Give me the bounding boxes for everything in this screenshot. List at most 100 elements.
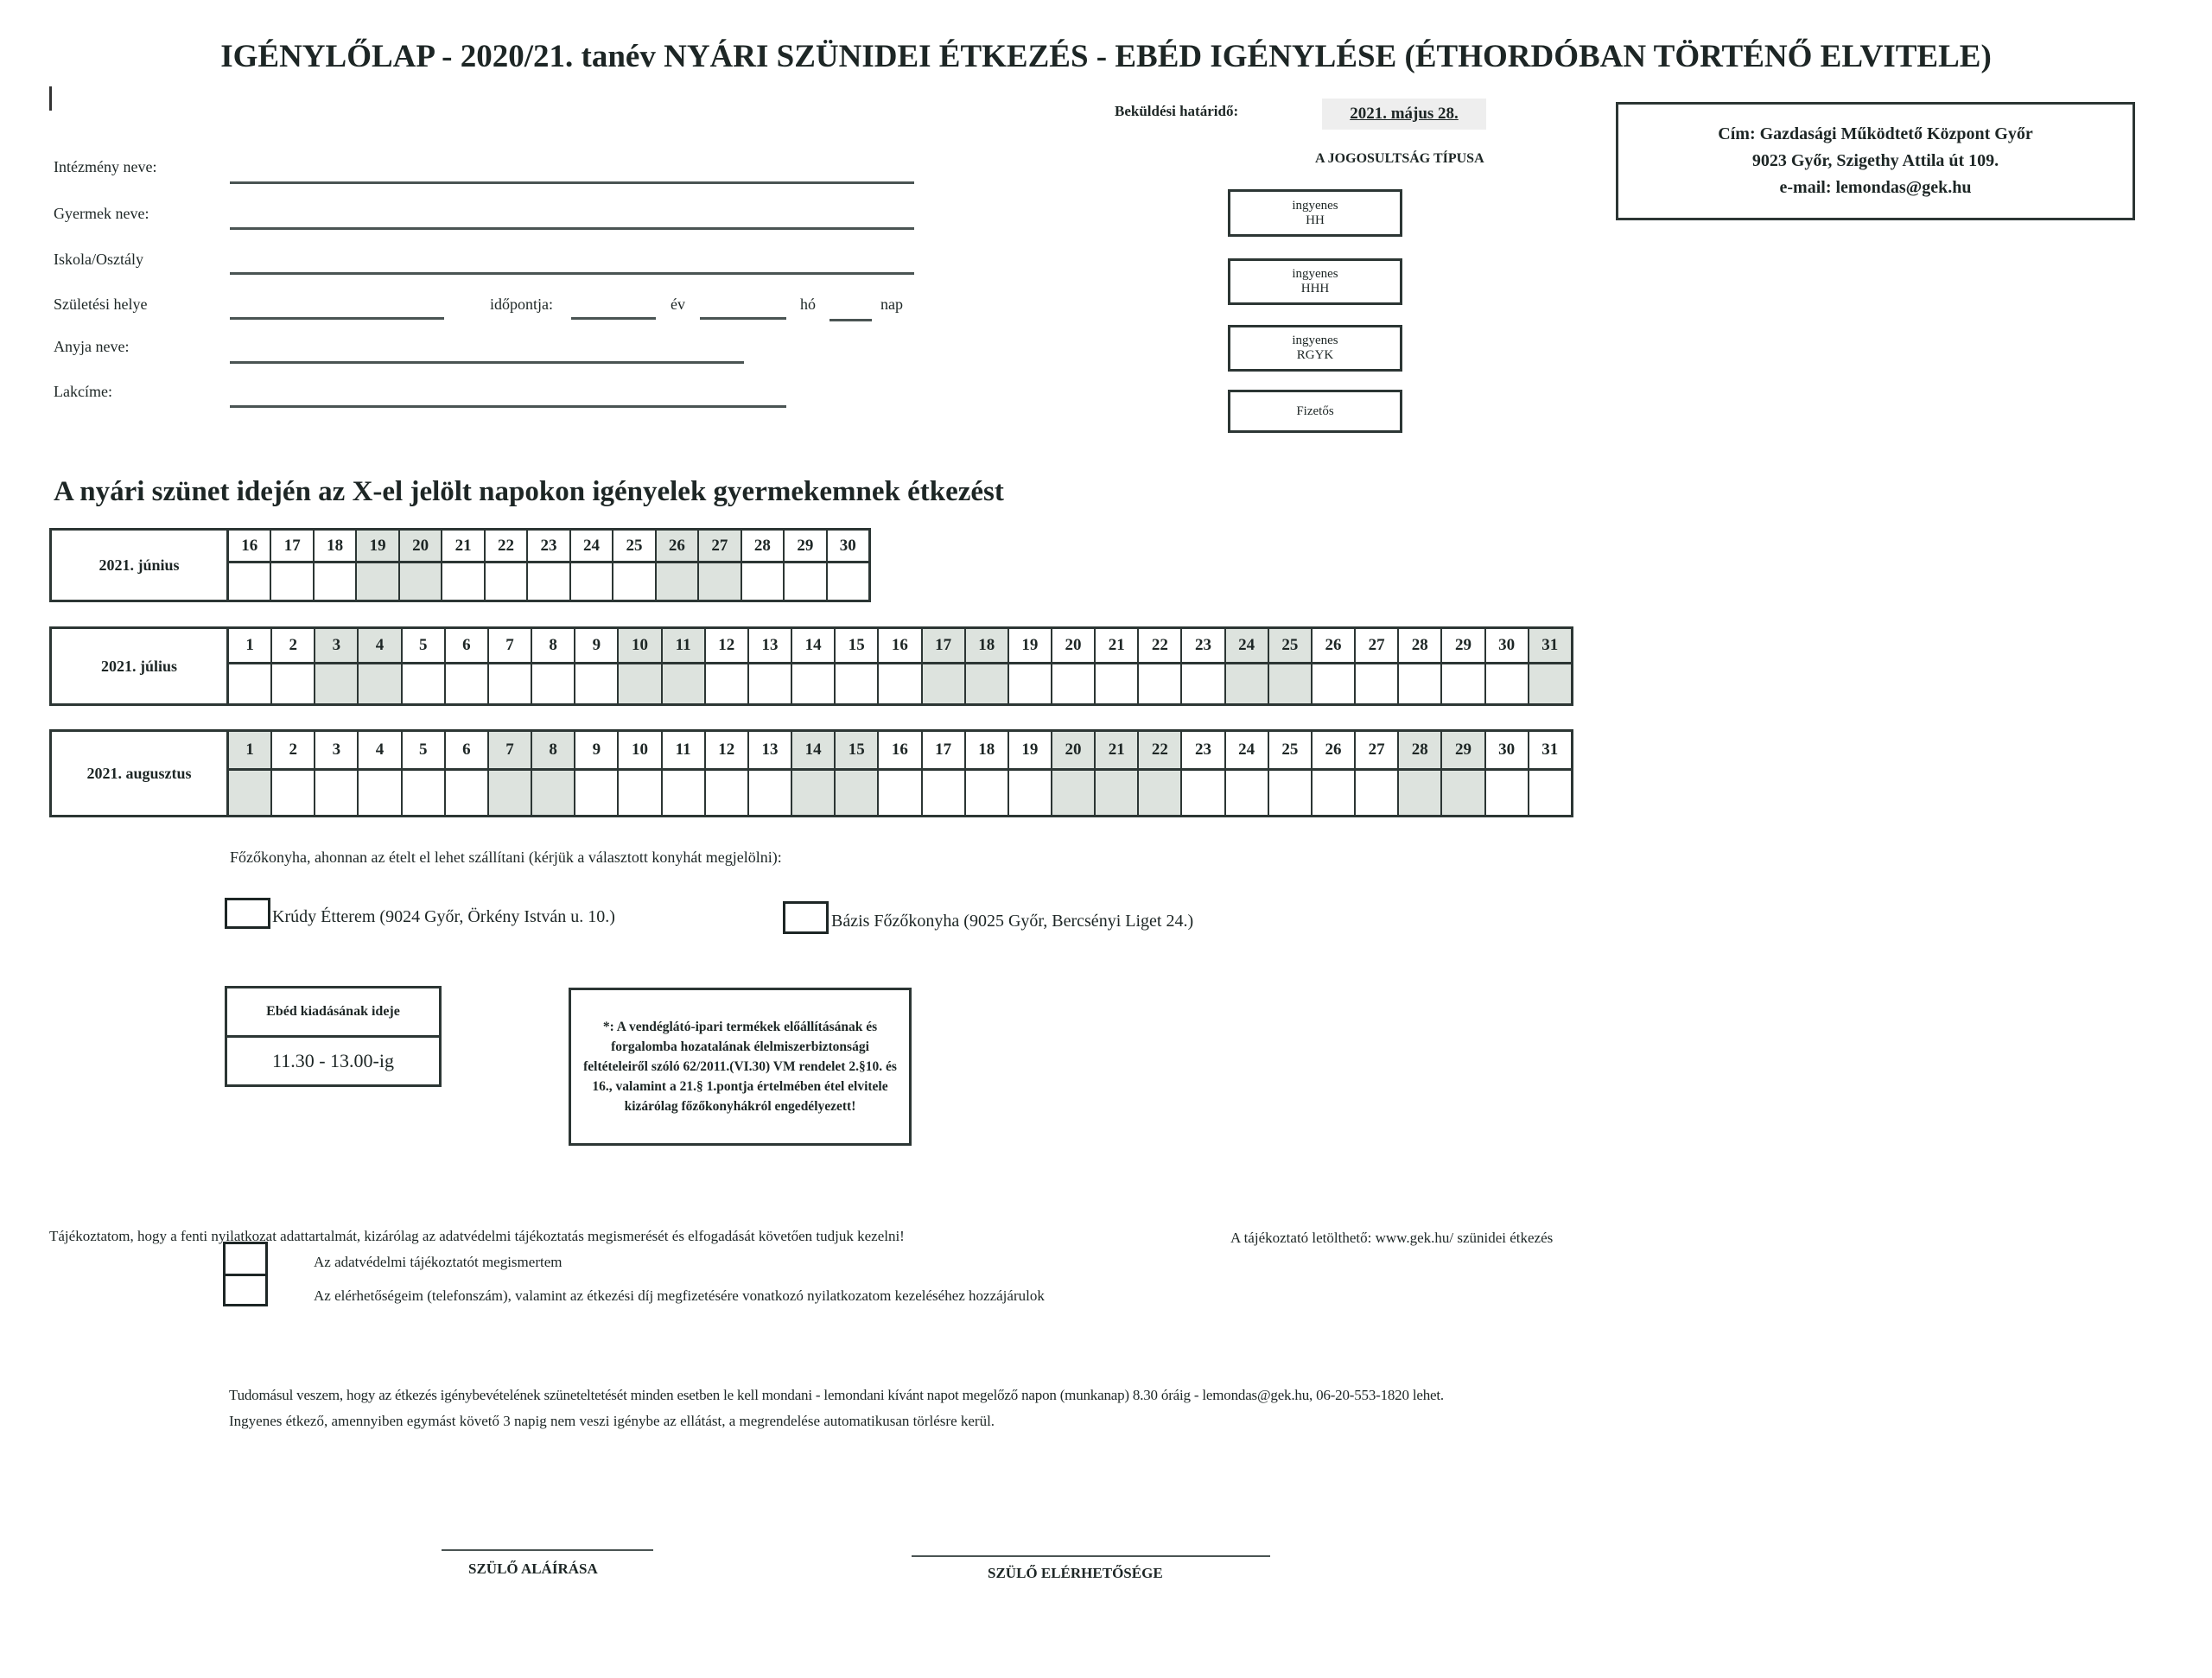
child-name-field[interactable]	[230, 227, 914, 230]
day-mark-cell[interactable]	[359, 771, 400, 815]
day-mark-cell[interactable]	[532, 771, 575, 815]
day-mark-cell[interactable]	[229, 771, 271, 815]
day-mark-cell[interactable]	[1399, 664, 1440, 703]
day-mark-cell[interactable]	[785, 563, 825, 600]
mother-name-field[interactable]	[230, 361, 744, 364]
privacy-link[interactable]: A tájékoztató letölthető: www.gek.hu/ sz…	[1230, 1230, 1554, 1246]
day-mark-cell[interactable]	[575, 664, 617, 703]
day-mark-cell[interactable]	[656, 563, 698, 600]
day-mark-cell[interactable]	[575, 771, 617, 815]
contact-consent-checkbox[interactable]	[223, 1274, 268, 1306]
day-mark-cell[interactable]	[836, 664, 877, 703]
eligibility-hhh-box[interactable]: ingyenes HHH	[1228, 258, 1402, 305]
day-mark-cell[interactable]	[662, 664, 704, 703]
day-number: 20	[1052, 629, 1095, 664]
day-mark-cell[interactable]	[315, 771, 357, 815]
day-mark-cell[interactable]	[446, 771, 487, 815]
signature-line[interactable]	[442, 1549, 653, 1551]
day-mark-cell[interactable]	[1052, 771, 1095, 815]
day-mark-cell[interactable]	[272, 664, 314, 703]
day-mark-cell[interactable]	[571, 563, 612, 600]
day-mark-cell[interactable]	[966, 771, 1007, 815]
birth-day-field[interactable]	[830, 319, 872, 321]
day-mark-cell[interactable]	[749, 771, 791, 815]
day-mark-cell[interactable]	[828, 563, 868, 600]
day-mark-cell[interactable]	[1096, 771, 1138, 815]
birth-year-field[interactable]	[571, 317, 656, 320]
day-mark-cell[interactable]	[489, 664, 531, 703]
day-mark-cell[interactable]	[1182, 664, 1224, 703]
day-mark-cell[interactable]	[1268, 664, 1311, 703]
day-mark-cell[interactable]	[271, 563, 312, 600]
day-mark-cell[interactable]	[792, 771, 835, 815]
day-number: 2	[272, 732, 315, 772]
birthplace-field[interactable]	[230, 317, 444, 320]
day-mark-cell[interactable]	[1313, 771, 1354, 815]
eligibility-rgyk-box[interactable]: ingyenes RGYK	[1228, 325, 1402, 372]
kitchen-krudy-checkbox[interactable]	[225, 898, 270, 929]
day-mark-cell[interactable]	[923, 771, 964, 815]
day-mark-cell[interactable]	[1529, 771, 1571, 815]
day-mark-cell[interactable]	[1096, 664, 1137, 703]
day-mark-cell[interactable]	[836, 771, 878, 815]
day-mark-cell[interactable]	[1442, 664, 1484, 703]
day-mark-cell[interactable]	[359, 664, 401, 703]
institution-field[interactable]	[230, 181, 914, 184]
day-mark-cell[interactable]	[315, 563, 355, 600]
school-field[interactable]	[230, 272, 914, 275]
day-mark-cell[interactable]	[488, 771, 531, 815]
privacy-accept-checkbox[interactable]	[223, 1242, 268, 1276]
day-mark-cell[interactable]	[792, 664, 834, 703]
day-mark-cell[interactable]	[1009, 771, 1051, 815]
day-mark-cell[interactable]	[619, 771, 660, 815]
day-mark-cell[interactable]	[528, 563, 569, 600]
contact-line[interactable]	[912, 1555, 1270, 1557]
day-mark-cell[interactable]	[403, 664, 444, 703]
day-mark-cell[interactable]	[446, 664, 487, 703]
day-mark-cell[interactable]	[1052, 664, 1094, 703]
day-mark-cell[interactable]	[1313, 664, 1354, 703]
eligibility-hh-box[interactable]: ingyenes HH	[1228, 189, 1402, 237]
birth-month-field[interactable]	[700, 317, 786, 320]
day-column: 21	[1096, 629, 1140, 703]
day-mark-cell[interactable]	[357, 563, 398, 600]
address-field[interactable]	[230, 405, 786, 408]
day-mark-cell[interactable]	[532, 664, 574, 703]
day-mark-cell[interactable]	[1269, 771, 1311, 815]
day-mark-cell[interactable]	[965, 664, 1007, 703]
day-mark-cell[interactable]	[1356, 771, 1397, 815]
day-mark-cell[interactable]	[272, 771, 314, 815]
kitchen-bazis-checkbox[interactable]	[783, 901, 829, 934]
day-mark-cell[interactable]	[706, 771, 747, 815]
day-mark-cell[interactable]	[1226, 771, 1268, 815]
day-mark-cell[interactable]	[399, 563, 442, 600]
day-mark-cell[interactable]	[1442, 771, 1484, 815]
day-mark-cell[interactable]	[699, 563, 741, 600]
day-mark-cell[interactable]	[229, 563, 270, 600]
day-mark-cell[interactable]	[229, 664, 270, 703]
day-mark-cell[interactable]	[1139, 771, 1181, 815]
eligibility-paid-box[interactable]: Fizetős	[1228, 390, 1402, 433]
day-mark-cell[interactable]	[1486, 771, 1528, 815]
day-mark-cell[interactable]	[1182, 771, 1224, 815]
day-mark-cell[interactable]	[619, 664, 661, 703]
day-mark-cell[interactable]	[442, 563, 483, 600]
day-mark-cell[interactable]	[1486, 664, 1528, 703]
day-mark-cell[interactable]	[879, 664, 920, 703]
day-mark-cell[interactable]	[922, 664, 964, 703]
day-mark-cell[interactable]	[315, 664, 358, 703]
day-mark-cell[interactable]	[663, 771, 704, 815]
day-mark-cell[interactable]	[1009, 664, 1051, 703]
day-mark-cell[interactable]	[742, 563, 783, 600]
day-mark-cell[interactable]	[403, 771, 444, 815]
day-mark-cell[interactable]	[706, 664, 747, 703]
day-mark-cell[interactable]	[749, 664, 791, 703]
day-mark-cell[interactable]	[1529, 664, 1571, 703]
day-mark-cell[interactable]	[613, 563, 654, 600]
day-mark-cell[interactable]	[1399, 771, 1441, 815]
day-mark-cell[interactable]	[879, 771, 920, 815]
day-mark-cell[interactable]	[1139, 664, 1180, 703]
day-mark-cell[interactable]	[1225, 664, 1268, 703]
day-mark-cell[interactable]	[1356, 664, 1397, 703]
day-mark-cell[interactable]	[486, 563, 526, 600]
